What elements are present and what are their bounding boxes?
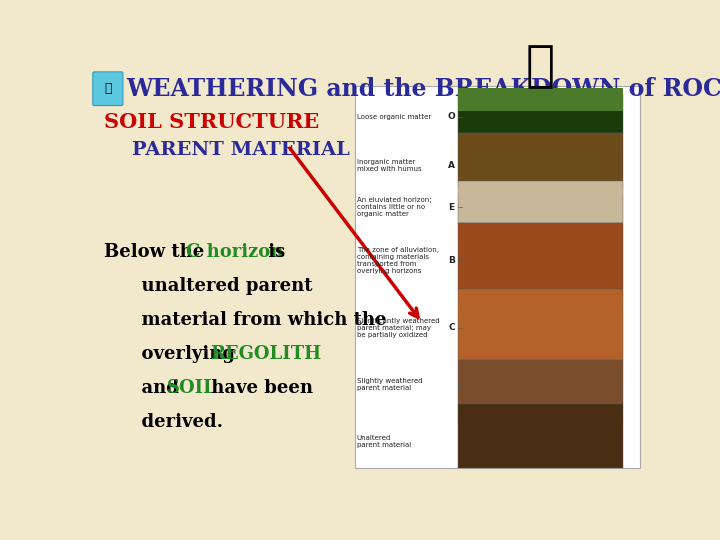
Text: material from which the: material from which the xyxy=(104,311,387,329)
Bar xyxy=(459,133,623,181)
Bar xyxy=(459,187,623,194)
Bar xyxy=(459,223,623,289)
Bar xyxy=(459,100,623,106)
Text: 🌲: 🌲 xyxy=(526,42,555,90)
Text: SOIL: SOIL xyxy=(167,379,217,397)
Bar xyxy=(459,413,623,423)
Text: A: A xyxy=(448,161,455,170)
Bar xyxy=(459,233,623,243)
Text: REGOLITH: REGOLITH xyxy=(210,345,321,363)
Text: PARENT MATERIAL: PARENT MATERIAL xyxy=(132,141,350,159)
Text: WEATHERING and the BREAKDOWN of ROCKS: WEATHERING and the BREAKDOWN of ROCKS xyxy=(126,77,720,101)
Text: An eluviated horizon;
contains little or no
organic matter: An eluviated horizon; contains little or… xyxy=(356,197,431,217)
Text: E: E xyxy=(449,202,454,212)
Bar xyxy=(459,140,623,148)
Text: Significantly weathered
parent material; may
be partially oxidized: Significantly weathered parent material;… xyxy=(356,318,439,338)
Text: SOIL STRUCTURE: SOIL STRUCTURE xyxy=(104,112,319,132)
Text: B: B xyxy=(448,256,455,265)
Text: Inorganic matter
mixed with humus: Inorganic matter mixed with humus xyxy=(356,159,421,172)
Text: O: O xyxy=(448,112,456,122)
Text: derived.: derived. xyxy=(104,414,223,431)
Text: and: and xyxy=(104,379,185,397)
Bar xyxy=(459,300,623,310)
Text: unaltered parent: unaltered parent xyxy=(104,277,312,295)
Text: 🏃: 🏃 xyxy=(104,82,112,95)
Text: overlying: overlying xyxy=(104,345,241,363)
Bar xyxy=(459,289,623,360)
Text: Slightly weathered
parent material: Slightly weathered parent material xyxy=(356,379,422,392)
Bar xyxy=(459,87,623,111)
Bar xyxy=(459,360,623,404)
Bar xyxy=(355,85,639,468)
Text: Loose organic matter: Loose organic matter xyxy=(356,114,431,120)
Text: Unaltered
parent material: Unaltered parent material xyxy=(356,435,411,448)
Text: is: is xyxy=(262,243,285,261)
Text: C horizon: C horizon xyxy=(186,243,284,261)
Text: The zone of alluviation,
containing materials
transported from
overlying horizon: The zone of alluviation, containing mate… xyxy=(356,247,438,274)
Text: C: C xyxy=(449,323,455,332)
Bar xyxy=(459,94,623,133)
Bar xyxy=(459,404,623,468)
Bar xyxy=(459,181,623,223)
FancyBboxPatch shape xyxy=(93,72,123,105)
Text: have been: have been xyxy=(205,379,313,397)
Bar xyxy=(459,367,623,373)
Text: Below the: Below the xyxy=(104,243,210,261)
